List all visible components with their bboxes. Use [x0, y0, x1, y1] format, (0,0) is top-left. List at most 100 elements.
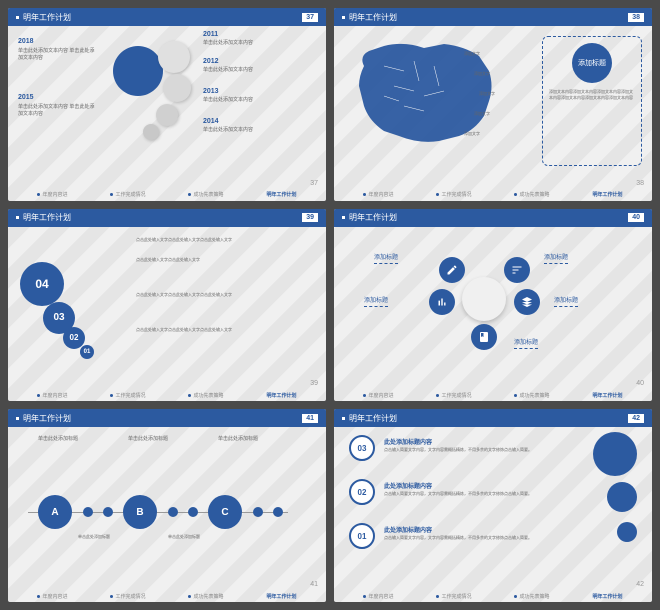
slide-38: 明年工作计划 38 添加文字 添加文字 添加文字 添加文字 添加文字 添加标题 …: [334, 8, 652, 201]
page-number: 38: [628, 13, 644, 22]
para-text: 点击此处输入文字点击此处输入文字点击此处输入文字: [136, 237, 316, 243]
page-bottom: 41: [310, 581, 318, 588]
node-small: [168, 507, 178, 517]
header-title: 明年工作计划: [23, 413, 71, 424]
top-text: 单击此处添加标题: [128, 435, 168, 442]
page-bottom: 38: [636, 180, 644, 187]
item-title: 此处添加标题内容: [384, 437, 432, 446]
bubble-4: [156, 104, 178, 126]
slide-header: 明年工作计划 39: [8, 209, 326, 227]
bubble-large: [113, 46, 163, 96]
item-title: 此处添加标题内容: [384, 525, 432, 534]
text-2014: 单击此处添加文本内容: [203, 127, 253, 134]
box-text: 添加文本内容添加文本内容添加文本内容添加文本内容添加文本内容添加文本内容添加文本…: [549, 89, 635, 101]
page-bottom: 37: [310, 180, 318, 187]
header-title: 明年工作计划: [349, 12, 397, 23]
item-title: 此处添加标题内容: [384, 481, 432, 490]
year-2011: 2011: [203, 31, 218, 38]
node-a: A: [38, 495, 72, 529]
slide-40: 明年工作计划 40 添加标题 添加标题 添加标题 添加标题 添加标题 40 年度…: [334, 209, 652, 402]
header-title: 明年工作计划: [23, 212, 71, 223]
page-bottom: 40: [636, 380, 644, 387]
map-label: 添加文字: [479, 91, 495, 97]
year-2014: 2014: [203, 118, 219, 125]
bubble-5: [143, 124, 159, 140]
num-03: 03: [349, 435, 375, 461]
slide-footer: 年度内容进 工作完成情况 成功先表策略 明年工作计划: [334, 389, 652, 401]
text-2018: 单击此处添加文本内容 单击此处添加文本内容: [18, 48, 98, 61]
node-label: 单击此处添加标题: [168, 534, 200, 540]
slide-footer: 年度内容进 工作完成情况 成功先表策略 明年工作计划: [8, 590, 326, 602]
slide-grid: 明年工作计划 37 2018 单击此处添加文本内容 单击此处添加文本内容 201…: [8, 8, 652, 602]
page-number: 41: [302, 414, 318, 423]
slide-37: 明年工作计划 37 2018 单击此处添加文本内容 单击此处添加文本内容 201…: [8, 8, 326, 201]
num-01: 01: [349, 523, 375, 549]
slide-footer: 年度内容进 工作完成情况 成功先表策略 明年工作计划: [8, 189, 326, 201]
right-circle: [607, 482, 637, 512]
page-number: 39: [302, 213, 318, 222]
book-icon: [471, 324, 497, 350]
center-circle: [462, 277, 506, 321]
slide-header: 明年工作计划 38: [334, 8, 652, 26]
text-2011: 单击此处添加文本内容: [203, 40, 253, 47]
slide-39: 明年工作计划 39 04 03 02 01 点击此处输入文字点击此处输入文字点击…: [8, 209, 326, 402]
right-circle: [593, 432, 637, 476]
num-circle-02: 02: [63, 327, 85, 349]
para-text: 点击此处输入文字点击此处输入文字: [136, 257, 316, 263]
slide-footer: 年度内容进 工作完成情况 成功先表策略 明年工作计划: [334, 189, 652, 201]
layers-icon: [514, 289, 540, 315]
item-desc: 点击输入简要文字内容，文字内容需概括精炼，不用多余的文字修饰点击输入简要。: [384, 447, 534, 453]
slide-42: 明年工作计划 42 03 此处添加标题内容 点击输入简要文字内容，文字内容需概括…: [334, 409, 652, 602]
year-2013: 2013: [203, 88, 219, 95]
node-c: C: [208, 495, 242, 529]
item-desc: 点击输入简要文字内容，文字内容需概括精炼，不用多余的文字修饰点击输入简要。: [384, 491, 534, 497]
label: 添加标题: [364, 295, 388, 307]
year-2015: 2015: [18, 94, 34, 101]
page-number: 40: [628, 213, 644, 222]
num-circle-04: 04: [20, 262, 64, 306]
page-bottom: 39: [310, 380, 318, 387]
top-text: 单击此处添加标题: [38, 435, 78, 442]
text-2013: 单击此处添加文本内容: [203, 97, 253, 104]
right-circle: [617, 522, 637, 542]
bubble-3: [163, 74, 191, 102]
node-small: [188, 507, 198, 517]
node-small: [253, 507, 263, 517]
para-text: 点击此处输入文字点击此处输入文字点击此处输入文字: [136, 327, 316, 333]
pencil-icon: [439, 257, 465, 283]
node-b: B: [123, 495, 157, 529]
year-2018: 2018: [18, 38, 34, 45]
num-circle-01: 01: [80, 345, 94, 359]
map-label: 添加文字: [464, 51, 480, 57]
slide-header: 明年工作计划 42: [334, 409, 652, 427]
info-box: 添加标题 添加文本内容添加文本内容添加文本内容添加文本内容添加文本内容添加文本内…: [542, 36, 642, 166]
slide-41: 明年工作计划 41 单击此处添加标题 单击此处添加标题 单击此处添加标题 A B…: [8, 409, 326, 602]
para-text: 点击此处输入文字点击此处输入文字点击此处输入文字: [136, 292, 316, 298]
node-small: [273, 507, 283, 517]
label: 添加标题: [514, 337, 538, 349]
label: 添加标题: [544, 252, 568, 264]
node-label: 单击此处添加标题: [78, 534, 110, 540]
node-small: [83, 507, 93, 517]
year-2012: 2012: [203, 58, 219, 65]
header-title: 明年工作计划: [349, 212, 397, 223]
sliders-icon: [504, 257, 530, 283]
item-desc: 点击输入简要文字内容，文字内容需概括精炼，不用多余的文字修饰点击输入简要。: [384, 535, 534, 541]
map-label: 添加文字: [474, 71, 490, 77]
slide-header: 明年工作计划 40: [334, 209, 652, 227]
bubble-2: [158, 41, 190, 73]
page-number: 42: [628, 414, 644, 423]
num-02: 02: [349, 479, 375, 505]
header-title: 明年工作计划: [23, 12, 71, 23]
text-2015: 单击此处添加文本内容 单击此处添加文本内容: [18, 104, 98, 117]
node-small: [103, 507, 113, 517]
page-bottom: 42: [636, 581, 644, 588]
top-text: 单击此处添加标题: [218, 435, 258, 442]
header-title: 明年工作计划: [349, 413, 397, 424]
slide-footer: 年度内容进 工作完成情况 成功先表策略 明年工作计划: [334, 590, 652, 602]
slide-footer: 年度内容进 工作完成情况 成功先表策略 明年工作计划: [8, 389, 326, 401]
label: 添加标题: [374, 252, 398, 264]
map-label: 添加文字: [474, 111, 490, 117]
slide-header: 明年工作计划 41: [8, 409, 326, 427]
box-title-circle: 添加标题: [572, 43, 612, 83]
